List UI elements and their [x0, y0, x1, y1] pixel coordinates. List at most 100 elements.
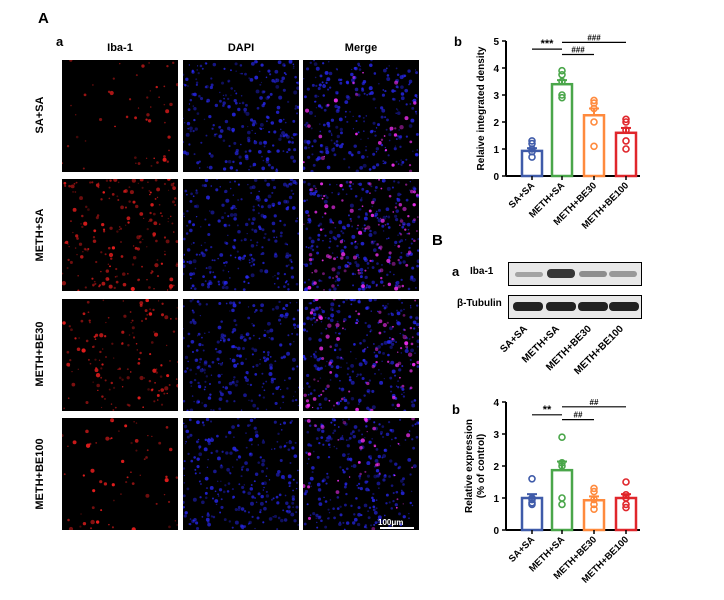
cell-mark [135, 449, 138, 452]
cell-mark [323, 194, 326, 198]
cell-mark [305, 246, 308, 248]
cell-mark [369, 457, 372, 460]
cell-mark [68, 365, 71, 368]
cell-mark [270, 121, 275, 125]
cell-mark [373, 523, 376, 526]
cell-mark [334, 331, 337, 334]
cell-mark [381, 456, 384, 459]
cell-mark [141, 265, 143, 268]
cell-mark [329, 318, 334, 323]
cell-mark [372, 426, 376, 431]
cell-mark [336, 69, 338, 71]
cell-mark [264, 179, 267, 182]
cell-mark [317, 515, 321, 520]
cell-mark [363, 256, 367, 261]
cell-mark [319, 222, 323, 226]
cell-mark [295, 219, 298, 223]
cell-mark [145, 493, 150, 498]
cell-mark [402, 260, 406, 264]
y-tick-label: 4 [493, 398, 499, 409]
cell-mark [95, 183, 100, 187]
cell-mark [303, 180, 306, 184]
cell-mark [265, 475, 268, 477]
cell-mark [184, 442, 187, 445]
cell-mark [297, 232, 299, 235]
cell-mark [164, 121, 166, 124]
cell-mark [183, 424, 188, 429]
cell-mark [189, 408, 194, 411]
cell-mark [350, 72, 354, 77]
cell-mark [185, 77, 189, 82]
cell-mark [384, 474, 387, 477]
cell-mark [75, 181, 78, 184]
cell-mark [80, 222, 82, 225]
cell-mark [263, 90, 266, 93]
cell-mark [335, 447, 338, 450]
cell-mark [186, 193, 188, 196]
cell-mark [363, 348, 366, 350]
cell-mark [279, 343, 283, 347]
cell-mark [136, 247, 140, 251]
cell-mark [193, 378, 197, 382]
cell-mark [121, 330, 125, 334]
cell-mark [343, 320, 345, 323]
cell-mark [119, 226, 121, 228]
cell-mark [348, 262, 352, 266]
cell-mark [316, 367, 321, 372]
cell-mark [303, 387, 304, 389]
cell-mark [321, 309, 325, 314]
data-point [590, 500, 598, 509]
cell-mark [303, 484, 306, 488]
cell-mark [313, 62, 318, 66]
cell-mark [248, 337, 252, 340]
cell-mark [217, 219, 221, 223]
cell-mark [374, 354, 379, 358]
cell-mark [167, 189, 170, 192]
cell-mark [251, 221, 255, 225]
cell-mark [372, 508, 376, 512]
cell-mark [411, 106, 415, 110]
cell-mark [210, 83, 214, 87]
cell-mark [327, 508, 330, 511]
cell-mark [343, 396, 346, 399]
cell-mark [176, 384, 178, 388]
cell-mark [339, 144, 343, 149]
cell-mark [255, 308, 258, 312]
cell-mark [411, 466, 414, 469]
scale-bar-label: 100μm [378, 518, 404, 527]
cell-mark [287, 334, 290, 337]
cell-mark [370, 213, 375, 218]
cell-mark [364, 269, 367, 272]
cell-mark [224, 94, 228, 97]
cell-mark [189, 368, 192, 372]
cell-mark [335, 310, 338, 312]
cell-mark [183, 336, 185, 340]
cell-mark [355, 120, 358, 123]
cell-mark [183, 260, 185, 264]
cell-mark [346, 95, 351, 100]
cell-mark [330, 118, 335, 122]
cell-mark [63, 181, 67, 185]
cell-mark [359, 65, 362, 67]
cell-mark [254, 472, 259, 476]
cell-mark [325, 327, 328, 330]
cell-mark [190, 339, 195, 344]
cell-mark [240, 239, 243, 242]
blot-label-iba1: Iba-1 [470, 266, 494, 277]
cell-mark [368, 92, 372, 96]
cell-mark [269, 356, 272, 358]
cell-mark [315, 66, 320, 71]
cell-mark [409, 315, 413, 319]
cell-mark [100, 270, 102, 273]
cell-mark [321, 197, 324, 200]
cell-mark [190, 243, 193, 245]
cell-mark [62, 280, 67, 286]
cell-mark [352, 521, 356, 525]
cell-mark [377, 345, 381, 349]
cell-mark [242, 490, 246, 494]
cell-mark [338, 78, 341, 82]
cell-mark [415, 322, 419, 327]
cell-mark [326, 475, 330, 479]
cell-mark [319, 105, 323, 109]
cell-mark [363, 216, 368, 221]
